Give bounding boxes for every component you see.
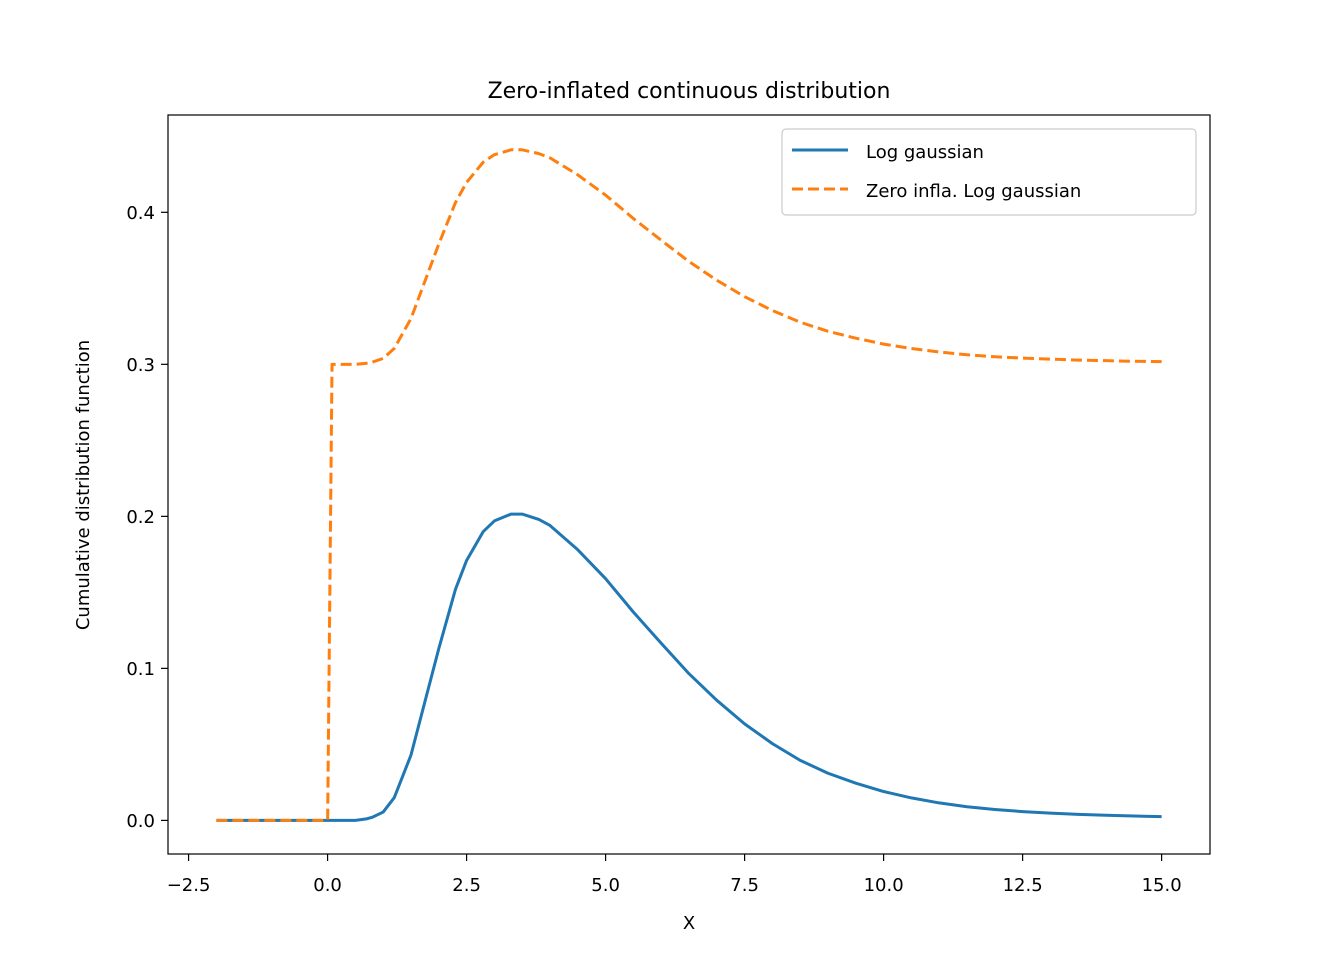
x-tick-label: 5.0 xyxy=(591,875,620,896)
legend-label-log-gaussian: Log gaussian xyxy=(866,142,984,163)
x-tick-label: 15.0 xyxy=(1142,875,1182,896)
y-axis-label: Cumulative distribution function xyxy=(73,340,94,630)
x-tick-label: 10.0 xyxy=(864,875,904,896)
x-axis-label: X xyxy=(683,913,695,934)
y-tick-label: 0.4 xyxy=(126,203,155,224)
series-zero-inflated-line xyxy=(216,148,1162,822)
y-tick-label: 0.0 xyxy=(126,811,155,832)
x-tick-label: 0.0 xyxy=(313,875,342,896)
x-tick-label: 12.5 xyxy=(1003,875,1043,896)
y-axis-ticks: 0.0 0.1 0.2 0.3 0.4 xyxy=(126,203,168,832)
legend-box xyxy=(781,128,1197,216)
plot-area xyxy=(216,148,1162,822)
y-tick-label: 0.3 xyxy=(126,355,155,376)
x-tick-label: 7.5 xyxy=(730,875,759,896)
legend: Log gaussian Zero infla. Log gaussian xyxy=(781,128,1197,216)
x-axis-ticks: −2.5 0.0 2.5 5.0 7.5 10.0 12.5 15.0 xyxy=(167,854,1182,896)
x-tick-label: 2.5 xyxy=(452,875,481,896)
chart-title: Zero-inflated continuous distribution xyxy=(488,79,891,104)
axes-frame xyxy=(167,114,1211,855)
y-tick-label: 0.1 xyxy=(126,659,155,680)
y-tick-label: 0.2 xyxy=(126,507,155,528)
x-tick-label: −2.5 xyxy=(167,875,211,896)
legend-label-zero-inflated: Zero infla. Log gaussian xyxy=(866,181,1081,202)
series-log-gaussian-line xyxy=(216,512,1162,822)
